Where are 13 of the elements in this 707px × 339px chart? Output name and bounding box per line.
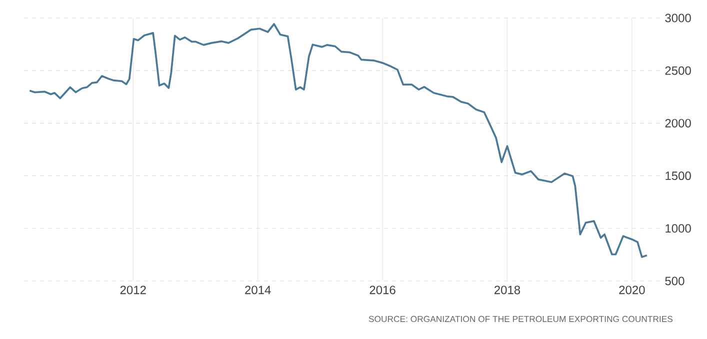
y-tick-label: 1000 — [666, 224, 691, 233]
x-tick-label: 2020 — [619, 286, 645, 294]
x-tick-label: 2014 — [245, 286, 271, 294]
y-tick-label: 3000 — [665, 14, 691, 22]
y-tick-label: 2500 — [665, 66, 691, 75]
x-tick-label: 2016 — [370, 286, 396, 294]
line-series — [28, 23, 648, 258]
x-tick-label: 2018 — [494, 286, 520, 294]
y-tick-label: 2000 — [665, 118, 691, 128]
y-tick-label: 500 — [665, 276, 684, 286]
x-tick-label: 2012 — [120, 286, 146, 294]
y-tick-label: 1500 — [666, 172, 691, 180]
source-note: SOURCE: ORGANIZATION OF THE PETROLEUM EXPORTING COUNTRIES — [368, 316, 673, 322]
